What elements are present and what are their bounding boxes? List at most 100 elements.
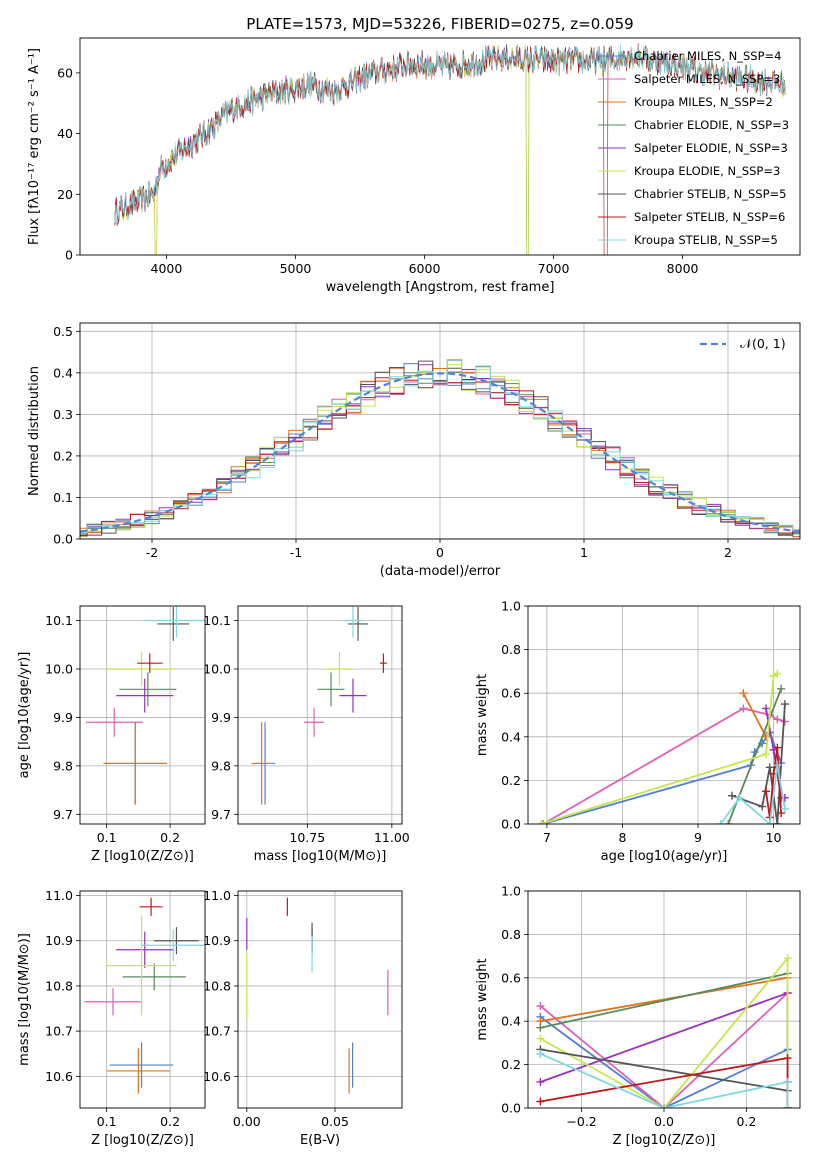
weight-marker [536,1097,545,1106]
mass-weight-vs-age-panel: 7 8 9 10 0.0 0.2 0.4 0.6 0.8 1.0 age [log10(age/yr… [475,599,801,864]
legend-label: Salpeter ELODIE, N_SSP=3 [634,141,788,155]
weight-line [540,972,788,1029]
y-tick-label: 9.8 [211,758,231,773]
weight-marker [735,793,744,802]
y-tick-label: 9.7 [211,807,231,822]
y-tick-label: 10.9 [45,933,73,948]
residuals-plot-area [80,359,800,538]
x-tick-label: -1 [290,545,302,560]
x-tick-label: 0.00 [233,1114,261,1129]
histogram-step [80,360,800,534]
x-tick-label: 9 [694,830,702,845]
y-axis-label: Normed distribution [27,366,42,496]
y-tick-label: 9.8 [53,758,73,773]
y-axis-label: mass weight [475,958,490,1040]
weight-line [742,692,767,738]
x-tick-label: 2 [724,545,732,560]
age-vs-mass-plot-area [251,606,387,805]
weight-marker [739,704,748,713]
weight-marker [765,820,774,824]
legend-label: Chabrier ELODIE, N_SSP=3 [634,118,789,132]
mass-weight-vs-age-frame [527,605,801,825]
spectrum-plot-area [114,43,786,255]
weight-marker [773,761,782,770]
x-tick-label: 8000 [667,261,699,276]
weight-line [540,672,778,824]
y-tick-label: 0.1 [53,490,73,505]
y-tick-label: 9.9 [211,710,231,725]
weight-line [539,955,789,1108]
weight-marker [536,1023,545,1032]
mass-weight-vs-age-plot-area [536,669,789,824]
weight-marker [762,732,770,741]
mass-vs-EBV-plot-area [246,897,389,1094]
weight-marker [539,820,548,824]
x-tick-label: 0.2 [736,1114,756,1129]
weight-marker [762,787,770,796]
x-tick-label: 11.00 [374,830,410,845]
age-vs-Z-plot-area [85,606,205,805]
y-tick-label: 10.0 [45,661,73,676]
y-tick-label: 10.0 [203,661,231,676]
weight-marker [780,804,789,813]
legend-label: 𝒩(0, 1) [740,336,786,351]
weight-marker [724,820,733,824]
x-tick-label: 6000 [409,261,441,276]
weight-marker [739,689,748,698]
y-tick-label: 0.8 [501,927,521,942]
x-axis-label: (data-model)/error [380,564,501,579]
y-tick-label: 1.0 [501,599,521,614]
y-tick-label: 0.2 [501,1057,521,1072]
spectrum-frame [79,37,801,256]
mass-vs-Z-frame [79,890,206,1109]
x-tick-label: −0.2 [566,1114,596,1129]
weight-marker [536,1034,545,1043]
x-tick-label: 0.0 [654,1114,674,1129]
weight-marker [773,820,782,824]
y-tick-label: 0 [65,248,73,263]
y-tick-label: 10.6 [45,1069,73,1084]
weight-marker [783,1104,792,1108]
y-tick-label: 0.6 [501,970,521,985]
x-tick-label: 5000 [280,261,312,276]
x-axis-label: E(B-V) [300,1133,340,1148]
weight-marker [777,809,786,818]
y-tick-label: 0.3 [53,407,73,422]
y-tick-label: 0.0 [501,817,521,832]
x-tick-label: 10 [766,830,782,845]
weight-marker [660,1104,668,1108]
weight-marker [536,820,545,824]
mass-vs-Z-panel: 0.1 0.2 10.6 10.7 10.8 10.9 11.0 Z [log10(Z/Z⊙)… [17,888,206,1148]
age-vs-Z-panel: 0.1 0.2 9.7 9.8 9.9 10.0 10.1 Z [log10(Z/Z⊙)] ag… [17,605,206,864]
x-tick-label: 10.75 [289,830,325,845]
y-tick-label: 0.2 [501,773,521,788]
weight-line [719,764,786,824]
y-tick-label: 20 [57,187,73,202]
mass-vs-EBV-panel: 0.00 0.05 10.6 10.7 10.8 10.9 11.0 E(B-V) [203,888,403,1148]
weight-marker [536,1077,545,1086]
x-tick-label: 0.1 [97,1114,117,1129]
y-tick-label: 10.1 [45,613,73,628]
legend-label: Kroupa STELIB, N_SSP=5 [634,233,778,247]
weight-marker [765,763,774,772]
y-axis-label: Flux [fλ10⁻¹⁷ erg cm⁻² s⁻¹ A⁻¹] [27,48,42,245]
spectrum-panel: 4000 5000 6000 7000 8000 0 20 40 60 wavelength [A… [27,37,801,295]
x-tick-label: 7000 [538,261,570,276]
age-vs-Z-frame [79,605,206,825]
y-tick-label: 0.5 [53,324,73,339]
weight-marker [773,669,782,678]
weight-marker [780,700,789,709]
y-tick-label: 0.8 [501,642,521,657]
y-tick-label: 1.0 [501,884,521,899]
y-tick-label: 0.4 [501,1014,521,1029]
residuals-frame [79,322,801,540]
y-tick-label: 0.6 [501,686,521,701]
x-tick-label: 0.05 [321,1114,349,1129]
legend-label: Kroupa ELODIE, N_SSP=3 [634,164,780,178]
legend-label: Kroupa MILES, N_SSP=2 [634,95,773,109]
y-tick-label: 9.7 [53,807,73,822]
mass-vs-EBV-frame [237,890,403,1109]
y-tick-label: 10.1 [203,613,231,628]
x-tick-label: 0.1 [97,830,117,845]
